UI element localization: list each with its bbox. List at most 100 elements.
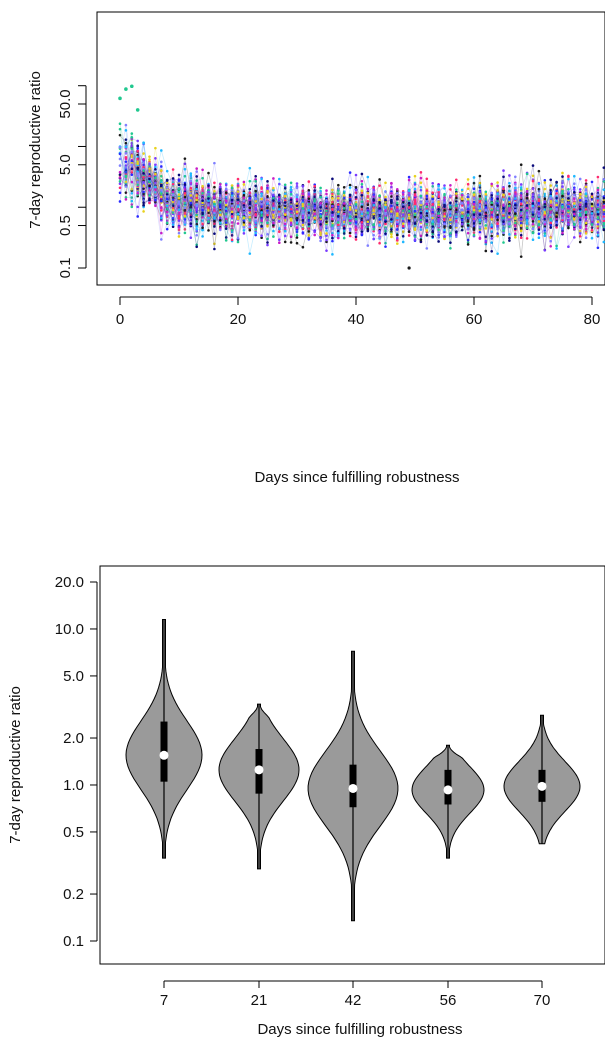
series-point xyxy=(154,173,157,176)
series-point xyxy=(254,190,257,193)
series-point xyxy=(213,186,216,189)
series-point xyxy=(514,187,517,190)
series-point xyxy=(278,241,281,244)
series-point xyxy=(302,185,305,188)
series-point xyxy=(520,163,523,166)
series-point xyxy=(544,221,547,224)
series-point xyxy=(325,199,328,202)
series-point xyxy=(479,197,482,200)
series-point xyxy=(349,171,352,174)
series-point xyxy=(260,211,263,214)
series-point xyxy=(243,223,246,226)
series-point xyxy=(213,190,216,193)
series-point xyxy=(526,211,529,214)
min-point xyxy=(408,266,411,269)
series-point xyxy=(337,203,340,206)
series-point xyxy=(479,210,482,213)
top-x-axis-title: Days since fulfilling robustness xyxy=(254,469,459,486)
series-point xyxy=(119,176,122,179)
series-point xyxy=(136,140,139,143)
series-point xyxy=(408,225,411,228)
series-point xyxy=(449,247,452,250)
series-point xyxy=(254,213,257,216)
series-point xyxy=(260,234,263,237)
series-point xyxy=(166,205,169,208)
series-point xyxy=(431,235,434,238)
series-point xyxy=(473,234,476,237)
series-point xyxy=(201,177,204,180)
series-point xyxy=(367,188,370,191)
series-point xyxy=(585,179,588,182)
series-point xyxy=(249,180,252,183)
series-point xyxy=(266,244,269,247)
series-point xyxy=(390,236,393,239)
series-point xyxy=(225,204,228,207)
series-point xyxy=(142,172,145,175)
series-point xyxy=(266,200,269,203)
series-point xyxy=(455,192,458,195)
series-point xyxy=(426,234,429,237)
series-point xyxy=(520,255,523,258)
series-point xyxy=(426,216,429,219)
series-point xyxy=(272,199,275,202)
series-point xyxy=(420,238,423,241)
series-point xyxy=(184,192,187,195)
series-point xyxy=(125,156,128,159)
series-point xyxy=(585,192,588,195)
series-point xyxy=(184,157,187,160)
series-point xyxy=(260,192,263,195)
series-point xyxy=(591,237,594,240)
series-point xyxy=(213,203,216,206)
series-point xyxy=(544,235,547,238)
series-point xyxy=(544,249,547,252)
series-point xyxy=(479,195,482,198)
series-point xyxy=(337,227,340,230)
series-point xyxy=(266,241,269,244)
series-point xyxy=(437,240,440,243)
series-point xyxy=(136,181,139,184)
series-point xyxy=(195,245,198,248)
series-point xyxy=(585,216,588,219)
series-point xyxy=(561,206,564,209)
series-point xyxy=(243,199,246,202)
series-point xyxy=(272,224,275,227)
series-point xyxy=(331,208,334,211)
series-point xyxy=(361,186,364,189)
series-point xyxy=(378,201,381,204)
series-point xyxy=(125,124,128,127)
series-point xyxy=(125,146,128,149)
series-point xyxy=(467,211,470,214)
series-point xyxy=(514,217,517,220)
violins-group xyxy=(126,619,580,920)
series-point xyxy=(160,169,163,172)
peak-point xyxy=(124,87,128,91)
series-point xyxy=(561,217,564,220)
series-point xyxy=(142,169,145,172)
series-point xyxy=(367,176,370,179)
series-point xyxy=(496,181,499,184)
series-point xyxy=(237,222,240,225)
series-point xyxy=(355,221,358,224)
series-point xyxy=(414,188,417,191)
series-point xyxy=(349,235,352,238)
series-point xyxy=(308,180,311,183)
series-point xyxy=(178,217,181,220)
series-point xyxy=(266,214,269,217)
series-point xyxy=(502,217,505,220)
series-point xyxy=(526,197,529,200)
series-point xyxy=(160,161,163,164)
series-point xyxy=(331,189,334,192)
series-point xyxy=(195,175,198,178)
series-point xyxy=(361,189,364,192)
series-point xyxy=(597,189,600,192)
series-point xyxy=(520,183,523,186)
series-point xyxy=(125,185,128,188)
series-point xyxy=(532,217,535,220)
series-point xyxy=(213,162,216,165)
series-point xyxy=(378,242,381,245)
series-point xyxy=(201,213,204,216)
series-point xyxy=(591,193,594,196)
series-point xyxy=(131,132,134,135)
series-point xyxy=(160,184,163,187)
series-point xyxy=(544,212,547,215)
